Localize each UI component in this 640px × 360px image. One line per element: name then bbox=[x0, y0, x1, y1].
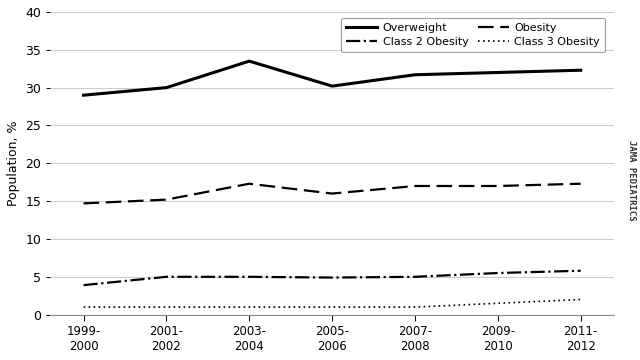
Legend: Overweight, Class 2 Obesity, Obesity, Class 3 Obesity: Overweight, Class 2 Obesity, Obesity, Cl… bbox=[340, 18, 605, 52]
Text: JAMA PEDIATRICS: JAMA PEDIATRICS bbox=[627, 140, 636, 220]
Y-axis label: Population, %: Population, % bbox=[7, 121, 20, 206]
